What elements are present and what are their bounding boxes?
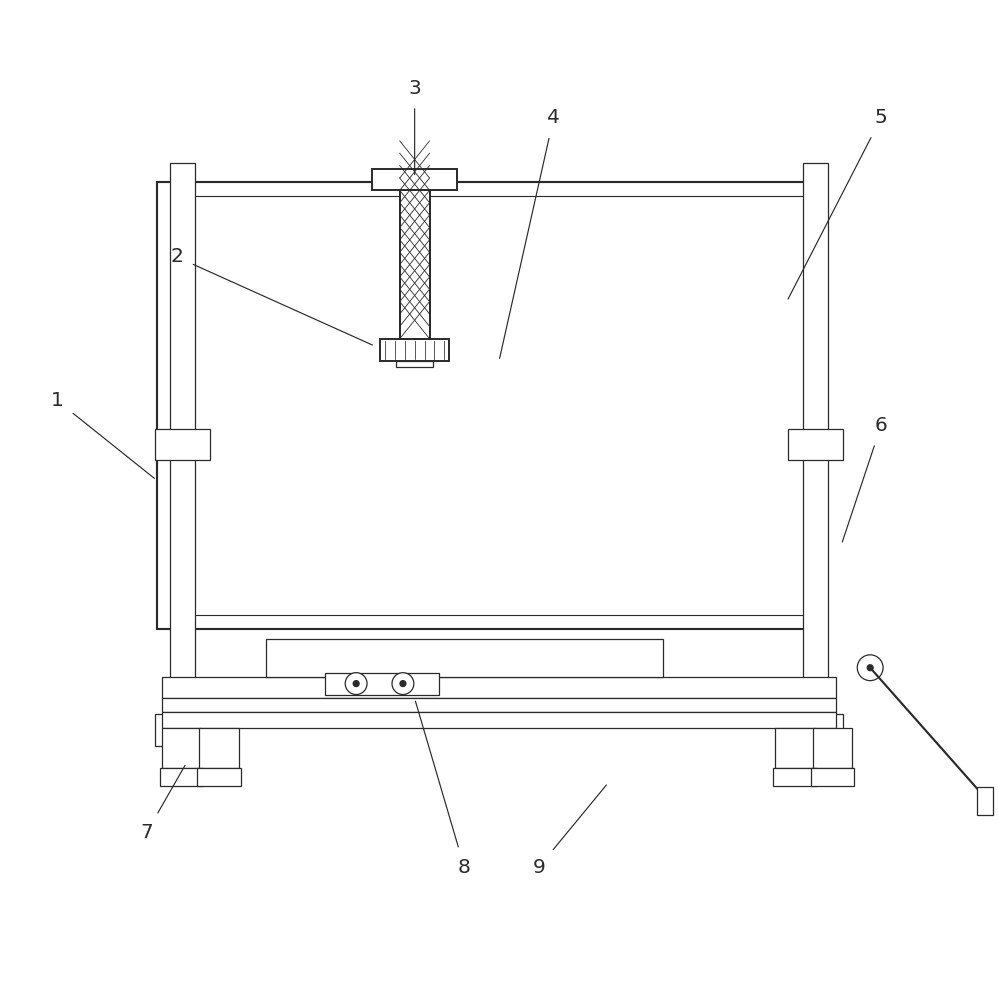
- Bar: [396, 361, 433, 367]
- Circle shape: [345, 673, 367, 695]
- Circle shape: [857, 655, 883, 681]
- Text: 6: 6: [842, 416, 887, 542]
- Bar: [802, 163, 828, 753]
- Text: 5: 5: [788, 108, 887, 299]
- Bar: [372, 169, 457, 190]
- Circle shape: [400, 681, 406, 687]
- Bar: [787, 429, 843, 460]
- Bar: [155, 714, 211, 746]
- Bar: [162, 698, 836, 712]
- Bar: [400, 190, 429, 339]
- Text: 7: 7: [141, 765, 185, 842]
- Bar: [774, 728, 814, 768]
- Bar: [160, 768, 204, 786]
- Text: 3: 3: [408, 79, 421, 175]
- Circle shape: [867, 665, 873, 671]
- Text: 9: 9: [532, 785, 607, 877]
- Bar: [812, 728, 852, 768]
- Bar: [198, 768, 241, 786]
- Bar: [162, 712, 836, 728]
- Bar: [977, 787, 993, 815]
- Text: 1: 1: [51, 391, 155, 478]
- Bar: [400, 190, 429, 339]
- Bar: [155, 429, 211, 460]
- Bar: [380, 339, 449, 361]
- Bar: [265, 639, 663, 677]
- Bar: [171, 196, 807, 615]
- Bar: [162, 677, 836, 698]
- Bar: [170, 163, 196, 753]
- Text: 4: 4: [500, 108, 560, 358]
- Bar: [787, 714, 843, 746]
- Circle shape: [353, 681, 359, 687]
- Bar: [200, 728, 239, 768]
- Bar: [325, 673, 439, 695]
- Bar: [157, 182, 821, 629]
- Circle shape: [392, 673, 414, 695]
- Text: 2: 2: [170, 247, 372, 345]
- Bar: [810, 768, 854, 786]
- Bar: [772, 768, 816, 786]
- Bar: [162, 728, 202, 768]
- Text: 8: 8: [415, 701, 471, 877]
